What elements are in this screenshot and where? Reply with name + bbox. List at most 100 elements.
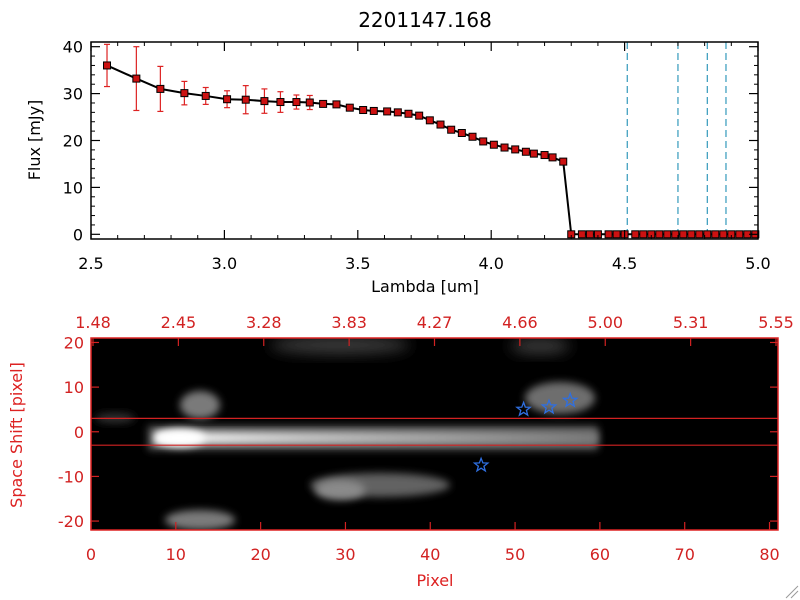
spectrum-panel: 2201147.168 2.5 3.0 3.5 4.0 4.5 5.0 0 10 20 30 40…: [25, 8, 771, 296]
star-icon: [540, 398, 558, 415]
data-point: [103, 61, 112, 70]
y-tick-label: 40: [63, 38, 83, 57]
spectrum-y-label: Flux [mJy]: [25, 100, 44, 181]
chart-title: 2201147.168: [358, 8, 492, 32]
image-y-tick-label: -10: [58, 467, 84, 486]
image-x-label: Pixel: [416, 571, 453, 590]
image-top-wavelength-ticks: 1.48 2.45 3.28 3.83 4.27 4.66 5.00 5.31 5.55: [75, 313, 794, 346]
image-y-tick-label: 20: [64, 333, 84, 352]
trace-bright-core: [155, 429, 205, 447]
data-point: [540, 151, 549, 160]
data-point: [415, 111, 424, 120]
data-point: [393, 108, 402, 117]
data-point: [180, 89, 189, 98]
data-point: [260, 97, 269, 106]
data-point: [604, 230, 613, 239]
data-point: [671, 230, 680, 239]
y-tick-label: 20: [63, 132, 83, 151]
image-x-tick-label: 70: [675, 545, 695, 564]
data-point: [132, 74, 141, 83]
emission-lower-knot: [315, 480, 365, 500]
data-point: [663, 230, 672, 239]
emission-top-right: [510, 338, 570, 354]
image-top-tick-label: 4.27: [417, 313, 453, 332]
image-top-tick-label: 5.00: [587, 313, 623, 332]
image-y-tick-label: 10: [64, 378, 84, 397]
image-emission: [95, 338, 598, 530]
data-point: [679, 230, 688, 239]
data-point: [305, 98, 314, 107]
data-point: [703, 230, 712, 239]
data-point: [404, 109, 413, 118]
data-point: [156, 84, 165, 93]
data-point: [500, 143, 509, 152]
emission-bottom-left: [165, 510, 235, 530]
data-point: [292, 98, 301, 107]
image-top-tick-label: 5.55: [758, 313, 794, 332]
image-panel: 0 10 20 30 40 50 60 70 80 -20 -10 0 10 20 1.48 2.45 3.…: [7, 313, 794, 590]
data-point: [719, 230, 728, 239]
y-tick-label: 0: [73, 225, 83, 244]
x-tick-label: 3.5: [345, 254, 370, 273]
spectrum-x-label: Lambda [um]: [371, 277, 479, 296]
image-top-tick-label: 3.28: [246, 313, 282, 332]
data-point: [612, 230, 621, 239]
x-tick-label: 2.5: [78, 254, 103, 273]
image-x-tick-label: 80: [759, 545, 779, 564]
data-point: [521, 147, 530, 156]
image-x-tick-label: 20: [250, 545, 270, 564]
data-point: [639, 230, 648, 239]
x-tick-label: 4.5: [612, 254, 637, 273]
spectrum-axes-frame: [90, 41, 759, 240]
data-point: [577, 230, 586, 239]
image-y-label: Space Shift [pixel]: [7, 362, 26, 508]
star-icon: [515, 400, 532, 417]
resize-grip-icon[interactable]: [785, 585, 799, 599]
spectrum-x-ticks: 2.5 3.0 3.5 4.0 4.5 5.0: [78, 42, 771, 273]
image-y-tick-label: 0: [74, 423, 84, 442]
data-point: [359, 106, 368, 115]
emission-blob-upper-left: [180, 391, 220, 419]
emission-blob-upper-right: [525, 382, 595, 414]
data-point: [369, 106, 378, 115]
data-point: [559, 157, 568, 166]
star-icon: [561, 391, 579, 408]
image-top-tick-label: 5.31: [673, 313, 709, 332]
data-point: [436, 120, 445, 129]
data-point: [319, 99, 328, 108]
data-point: [711, 230, 720, 239]
data-point: [479, 137, 488, 146]
data-point: [687, 230, 696, 239]
star-icon: [472, 456, 490, 473]
data-point: [276, 98, 285, 107]
spectral-trace: [155, 432, 598, 444]
data-point: [695, 230, 704, 239]
data-point: [447, 125, 456, 134]
image-x-tick-label: 60: [590, 545, 610, 564]
image-x-tick-label: 0: [86, 545, 96, 564]
emission-top-strip: [270, 338, 410, 354]
data-point: [489, 140, 498, 149]
image-x-tick-label: 50: [505, 545, 525, 564]
spectrum-y-ticks: 0 10 20 30 40: [63, 38, 758, 244]
data-point: [548, 153, 557, 162]
spectrum-plot-area: [103, 42, 760, 239]
data-point: [585, 230, 594, 239]
data-point: [457, 128, 466, 137]
spectrum-line: [106, 64, 756, 236]
data-point: [223, 95, 232, 104]
data-point: [511, 145, 520, 154]
x-tick-label: 5.0: [745, 254, 770, 273]
data-point: [735, 230, 744, 239]
image-top-tick-label: 4.66: [502, 313, 538, 332]
y-tick-label: 30: [63, 85, 83, 104]
data-point: [345, 103, 354, 112]
image-top-tick-label: 1.48: [75, 313, 111, 332]
image-x-ticks: 0 10 20 30 40 50 60 70 80: [86, 522, 780, 564]
data-point: [468, 132, 477, 141]
x-tick-label: 4.0: [478, 254, 503, 273]
image-x-tick-label: 10: [166, 545, 186, 564]
data-point: [529, 149, 538, 158]
data-point: [425, 116, 434, 125]
